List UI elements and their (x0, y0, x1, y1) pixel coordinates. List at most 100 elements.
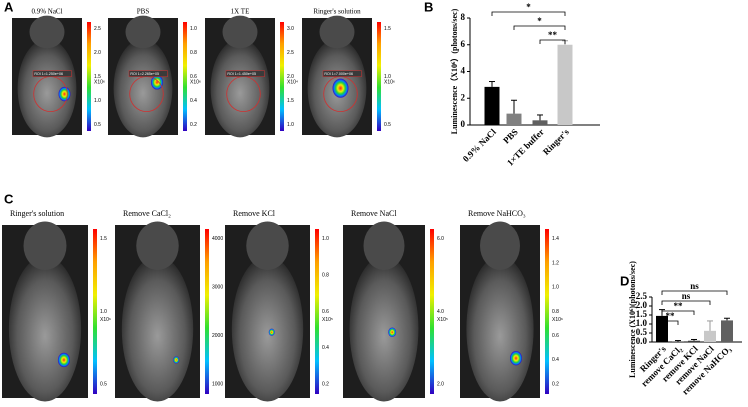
x-tick-label: PBS (501, 127, 520, 146)
bar (506, 113, 522, 125)
colorbar (377, 22, 381, 131)
colorbar-label: 0.5 (384, 122, 391, 128)
colorbar-label: 0.6 (552, 333, 559, 339)
significance-bracket (491, 11, 566, 16)
colorbar-label: 1.0 (322, 236, 329, 242)
signal-spot (173, 356, 180, 364)
y-tick-label: 4 (461, 66, 466, 76)
significance-bracket (539, 39, 566, 44)
colorbar-label: 0.8 (322, 273, 329, 279)
colorbar-label: 3.0 (287, 26, 294, 32)
colorbar-label: 0.4 (190, 98, 197, 104)
colorbar-label: 1.0 (384, 74, 391, 80)
colorbar-label: 1.5 (94, 74, 101, 80)
bar (688, 340, 700, 342)
image-title: Remove CaCl₂ (123, 209, 171, 218)
colorbar-label: 2.0 (437, 381, 444, 387)
bar (721, 320, 733, 342)
colorbar-label: 0.5 (94, 122, 101, 128)
significance-label: ** (548, 30, 558, 40)
colorbar (430, 229, 434, 394)
colorbar-label: 2000 (212, 333, 223, 339)
y-tick-label: 2.0 (636, 300, 648, 310)
y-tick-label: 1.0 (636, 318, 648, 328)
mouse-body (121, 256, 194, 402)
signal-spot (268, 328, 275, 336)
significance-label: * (537, 16, 542, 26)
significance-bracket (661, 310, 695, 315)
bar (557, 44, 573, 125)
roi-box (225, 70, 265, 77)
colorbar-unit: X10⁶ (190, 79, 201, 85)
colorbar-unit: X10⁴ (287, 79, 298, 85)
colorbar-label: 0.2 (190, 122, 197, 128)
significance-bracket (661, 300, 711, 305)
panel-label: A (4, 0, 14, 14)
y-axis-title: Luminescence（X10⁶）(photons/sec) (449, 8, 459, 134)
image-title: 0.9% NaCl (31, 8, 62, 16)
y-tick-label: 0.5 (636, 327, 648, 337)
mouse-body (466, 256, 534, 402)
significance-label: ns (682, 291, 691, 301)
colorbar-label: 0.2 (552, 381, 559, 387)
bar (532, 120, 548, 125)
colorbar-label: 0.6 (190, 74, 197, 80)
signal-spot (58, 86, 71, 102)
x-tick-label: Ringer's (541, 126, 571, 156)
mouse-head (222, 15, 258, 49)
y-tick-label: 6 (461, 39, 466, 49)
significance-label: * (526, 2, 531, 12)
bar (704, 330, 716, 342)
colorbar (93, 229, 97, 394)
roi-box (32, 70, 72, 77)
mouse-head (363, 221, 405, 270)
colorbar-label: 2.0 (94, 50, 101, 56)
colorbar-label: 1.0 (190, 26, 197, 32)
roi-box (128, 70, 168, 77)
colorbar-label: 6.0 (437, 236, 444, 242)
image-title: PBS (137, 8, 150, 16)
colorbar-label: 1.5 (100, 236, 107, 242)
signal-spot (151, 75, 163, 90)
significance-bracket (513, 25, 566, 30)
colorbar-unit: X10⁶ (94, 79, 105, 85)
signal-spot (388, 327, 397, 338)
image-title: Remove KCl (233, 209, 276, 218)
image-title: Ringer's solution (10, 209, 64, 218)
colorbar-label: 1.0 (552, 285, 559, 291)
mouse-head (246, 221, 289, 270)
y-tick-label: 0.0 (636, 336, 648, 346)
mouse-head (125, 15, 161, 49)
mouse-body (8, 256, 82, 402)
mouse-body (113, 39, 173, 138)
x-tick-label: 0.9% NaCl (461, 126, 498, 163)
colorbar (280, 22, 284, 131)
signal-spot (510, 351, 522, 366)
colorbar-label: 2.5 (94, 26, 101, 32)
colorbar-label: 4.0 (437, 309, 444, 315)
significance-label: ** (666, 311, 676, 321)
panel-label: D (620, 273, 629, 288)
colorbar-label: 0.4 (552, 357, 559, 363)
colorbar-label: 3000 (212, 285, 223, 291)
colorbar-label: 0.8 (552, 309, 559, 315)
y-tick-label: 2 (461, 92, 466, 102)
roi-box (322, 70, 362, 77)
colorbar (545, 229, 549, 394)
colorbar-unit: X10⁶ (100, 317, 111, 323)
y-axis-title: Luminescence (X10⁶)(photons/sec) (628, 261, 637, 378)
colorbar-unit: X10⁶ (552, 317, 563, 323)
colorbar-unit: X10⁵ (437, 317, 448, 323)
y-tick-label: 2.5 (636, 291, 648, 301)
colorbar-label: 0.8 (190, 50, 197, 56)
significance-bracket (661, 320, 679, 325)
mouse-head (136, 221, 179, 270)
colorbar-label: 1.0 (94, 98, 101, 104)
significance-bracket (661, 290, 728, 295)
colorbar (183, 22, 187, 131)
colorbar-label: 0.6 (322, 309, 329, 315)
image-title: 1X TE (231, 8, 250, 16)
colorbar-label: 0.2 (322, 381, 329, 387)
